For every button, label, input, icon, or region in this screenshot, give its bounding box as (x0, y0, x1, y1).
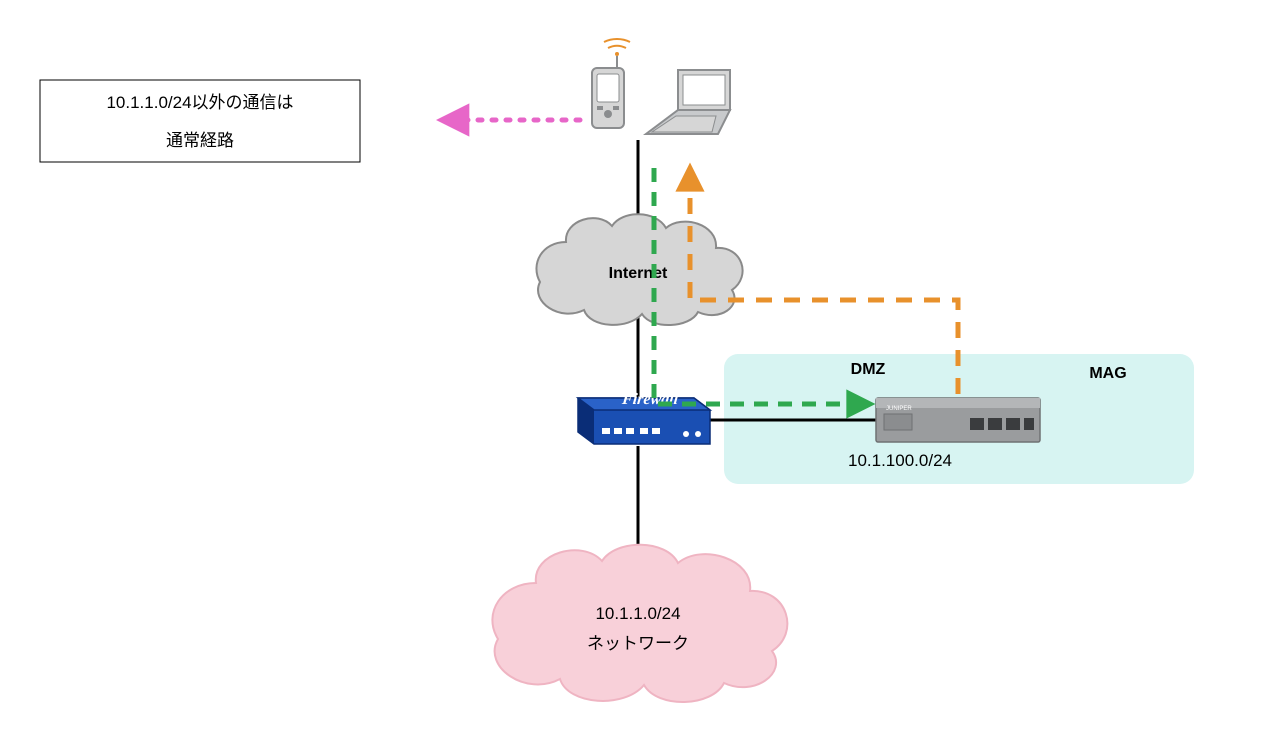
laptop-icon (646, 70, 730, 134)
network-name: ネットワーク (587, 634, 689, 653)
firewall-icon: Firewall (578, 391, 710, 444)
note-line1: 10.1.1.0/24以外の通信は (106, 93, 293, 112)
svg-text:JUNIPER: JUNIPER (886, 406, 912, 412)
network-cloud: 10.1.1.0/24 ネットワーク (492, 545, 787, 702)
pda-icon (592, 39, 630, 128)
internet-cloud: Internet (536, 214, 742, 325)
mag-device-icon: JUNIPER (876, 398, 1040, 442)
dmz-subnet: 10.1.100.0/24 (848, 451, 952, 470)
dmz-label: DMZ (851, 361, 886, 378)
note-line2: 通常経路 (166, 131, 234, 150)
note-box: 10.1.1.0/24以外の通信は 通常経路 (40, 80, 360, 162)
internet-label: Internet (609, 265, 668, 282)
network-subnet: 10.1.1.0/24 (595, 604, 680, 623)
mag-label: MAG (1089, 365, 1126, 382)
topology-links (638, 140, 876, 556)
